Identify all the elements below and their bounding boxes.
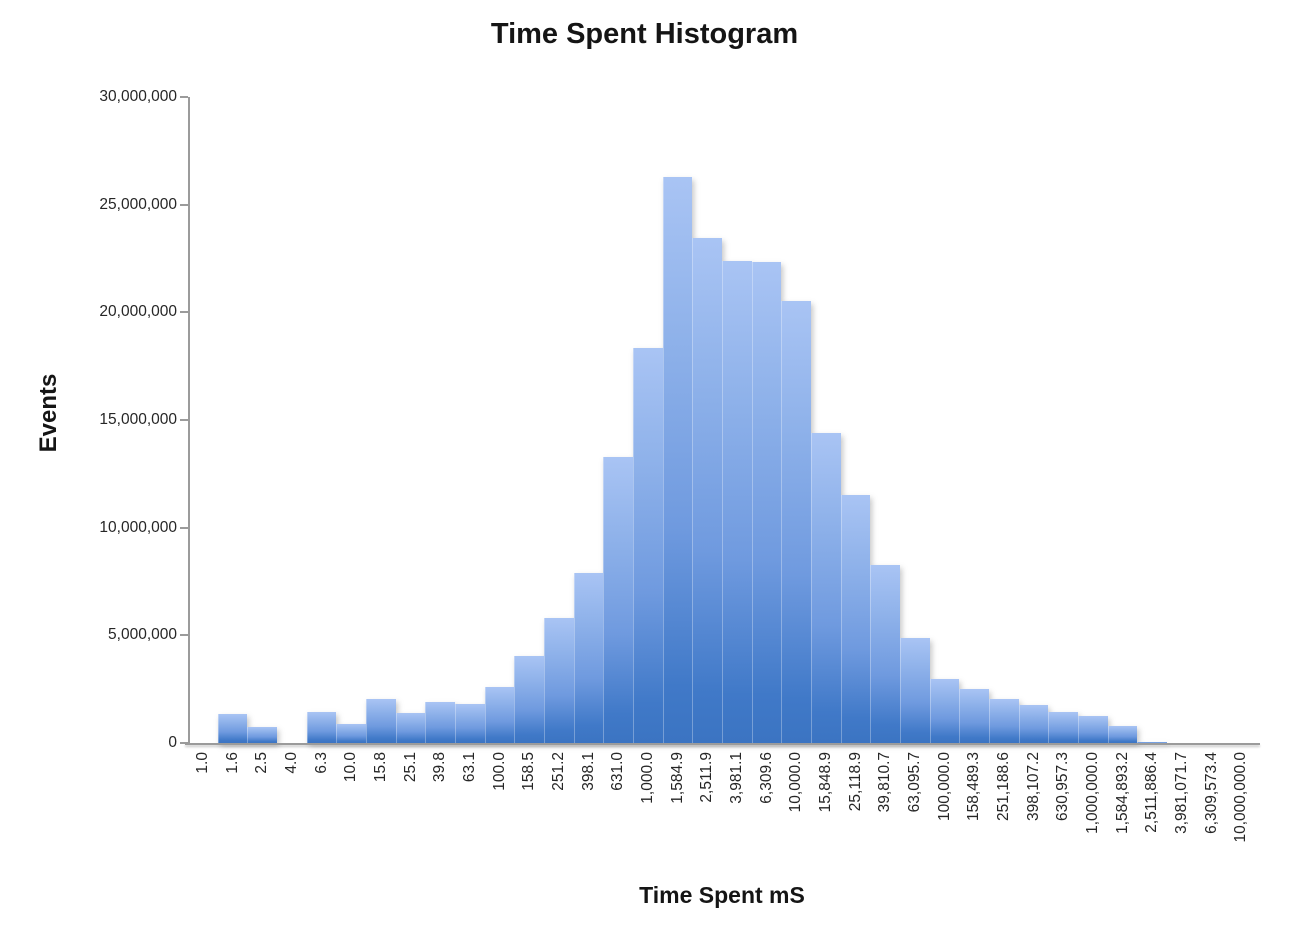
x-tick-label: 100,000.0 [935,752,953,821]
bar-10,000.0 [781,300,811,743]
x-tick-label: 1,000.0 [638,752,656,804]
x-tick-label: 39,810.7 [876,752,894,813]
bar-158.5 [514,655,544,743]
x-tick-label: 6.3 [312,752,330,774]
bar-63.1 [455,704,485,743]
x-tick-label: 15.8 [371,752,389,783]
bar-6,309.6 [751,261,782,743]
plot-area [188,97,1256,743]
x-tick-label: 63,095.7 [905,752,923,813]
bar-1,584,893.2 [1107,725,1138,743]
x-tick-label: 3,981,071.7 [1172,752,1190,834]
y-tick-mark [180,419,188,421]
bar-2.5 [247,726,277,743]
x-tick-label: 3,981.1 [727,752,745,804]
y-axis-line [188,97,190,745]
bar-15,848.9 [811,432,841,743]
x-tick-label: 39.8 [431,752,449,783]
y-tick-mark [180,742,188,744]
y-tick-label: 0 [168,734,177,751]
bar-251,188.6 [989,698,1019,743]
x-tick-label: 100.0 [490,752,508,791]
x-tick-label: 1,584.9 [668,752,686,804]
bar-1.6 [217,713,248,743]
bar-100,000.0 [929,679,960,743]
x-tick-label: 158.5 [520,752,538,791]
x-tick-label: 10,000,000.0 [1232,752,1250,843]
x-tick-label: 15,848.9 [816,752,834,813]
y-tick-mark [180,203,188,206]
bar-398.1 [573,572,604,743]
bar-39,810.7 [870,565,900,743]
x-tick-label: 2,511,886.4 [1143,752,1161,833]
bar-630,957.3 [1048,711,1078,743]
y-tick-mark [180,96,188,98]
y-tick-label: 10,000,000 [99,518,177,536]
y-tick-label: 20,000,000 [99,303,177,321]
x-tick-label: 2,511.9 [698,752,716,803]
x-tick-label: 25.1 [401,752,419,783]
bar-1,584.9 [662,176,693,743]
bar-10.0 [336,723,366,743]
bar-3,981.1 [722,260,752,743]
bar-2,511.9 [692,238,722,743]
bar-100.0 [484,687,515,743]
x-tick-label: 6,309,573.4 [1202,752,1220,834]
x-tick-label: 1,000,000.0 [1083,752,1101,834]
x-tick-label: 158,489.3 [965,752,983,821]
chart-title: Time Spent Histogram [490,18,799,50]
bar-25.1 [395,712,426,743]
x-tick-label: 631.0 [609,752,627,791]
x-tick-label: 25,118.9 [846,752,864,812]
x-tick-label: 1,584,893.2 [1113,752,1131,834]
y-tick-label: 15,000,000 [99,411,177,428]
y-tick-mark [180,311,188,314]
bar-1,000,000.0 [1078,716,1108,743]
x-tick-label: 63.1 [460,752,478,783]
bar-2,511,886.4 [1137,741,1167,743]
y-tick-label: 25,000,000 [99,195,177,213]
bar-158,489.3 [959,689,989,743]
x-tick-label: 398,107.2 [1024,752,1042,821]
x-tick-label: 251.2 [549,752,567,791]
bar-15.8 [366,698,396,743]
x-tick-label: 398.1 [579,752,597,791]
x-tick-label: 1.0 [193,752,211,774]
bar-398,107.2 [1018,705,1049,743]
bar-39.8 [425,702,455,743]
y-tick-label: 5,000,000 [108,626,177,644]
x-axis-title: Time Spent mS [639,882,805,908]
bar-631.0 [603,456,633,743]
x-tick-label: 1.6 [223,752,241,774]
bar-63,095.7 [900,637,930,743]
x-tick-label: 2.5 [253,752,271,774]
x-tick-label: 6,309.6 [757,752,775,804]
x-tick-label: 10.0 [342,752,360,783]
y-tick-label: 30,000,000 [99,88,177,105]
bar-6.3 [306,711,337,743]
x-tick-label: 630,957.3 [1054,752,1072,821]
bar-25,118.9 [840,495,871,743]
x-axis-line [185,743,1260,745]
bars-layer [188,97,1256,743]
x-tick-label: 4.0 [282,752,300,774]
y-tick-mark [180,634,188,637]
y-tick-mark [180,526,188,529]
bar-251.2 [544,618,574,743]
x-tick-label: 10,000.0 [787,752,805,813]
bar-1,000.0 [633,347,663,743]
x-tick-label: 251,188.6 [994,752,1012,821]
